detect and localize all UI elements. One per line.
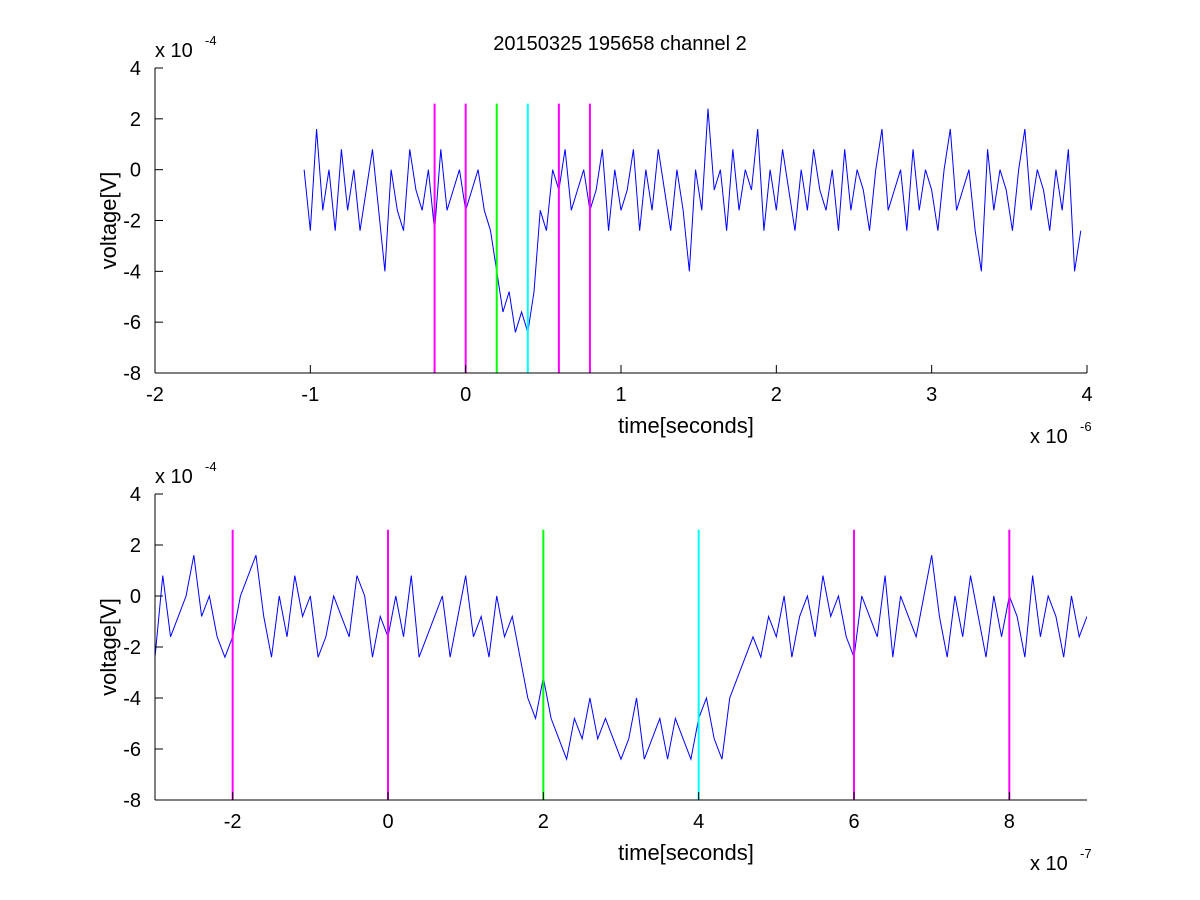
x-tick-label: 4 xyxy=(693,811,704,833)
x-tick-label: 0 xyxy=(460,384,471,406)
x-exponent-label: x 10 xyxy=(1030,853,1068,875)
y-tick-label: 2 xyxy=(130,109,141,131)
y-axis-label: voltage[V] xyxy=(96,598,121,696)
y-exponent: -4 xyxy=(205,459,217,474)
y-tick-label: -6 xyxy=(123,739,141,761)
bottom-plot: -2 0 2 4 6 8 -8 -6 -4 -2 0 2 4 time[seconds] voltage[V… xyxy=(96,459,1092,875)
plot-area xyxy=(155,494,1087,800)
series-line xyxy=(303,108,1082,333)
x-tick-label: 8 xyxy=(1004,811,1015,833)
y-tick-label: 0 xyxy=(130,160,141,182)
x-exponent-label: x 10 xyxy=(1030,426,1068,448)
x-axis-label: time[seconds] xyxy=(618,840,754,865)
y-exponent-label: x 10 xyxy=(155,40,193,62)
x-tick-label: 2 xyxy=(538,811,549,833)
x-tick-label: 3 xyxy=(926,384,937,406)
y-tick-label: -8 xyxy=(123,363,141,385)
y-exponent-label: x 10 xyxy=(155,466,193,488)
y-tick-label: 2 xyxy=(130,535,141,557)
x-tick-label: -2 xyxy=(146,384,164,406)
y-tick-label: -4 xyxy=(123,261,141,283)
top-plot: -2 -1 0 1 2 3 4 -8 -6 -4 -2 0 2 4 time[seconds] voltage… xyxy=(96,33,1093,448)
figure-title: 20150325 195658 channel 2 xyxy=(493,33,747,55)
x-exponent: -6 xyxy=(1080,419,1092,434)
y-tick-label: 4 xyxy=(130,484,141,506)
x-tick-label: -1 xyxy=(301,384,319,406)
y-tick-label: -6 xyxy=(123,312,141,334)
x-tick-label: -2 xyxy=(224,811,242,833)
y-tick-label: -4 xyxy=(123,688,141,710)
y-tick-label: 4 xyxy=(130,58,141,80)
y-tick-label: 0 xyxy=(130,586,141,608)
x-tick-label: 6 xyxy=(848,811,859,833)
series-line xyxy=(155,555,1087,762)
x-axis-label: time[seconds] xyxy=(618,413,754,438)
x-tick-label: 1 xyxy=(615,384,626,406)
x-tick-label: 0 xyxy=(382,811,393,833)
y-tick-label: -8 xyxy=(123,790,141,812)
plot-area xyxy=(155,68,1087,373)
x-tick-label: 2 xyxy=(771,384,782,406)
y-tick-label: -2 xyxy=(123,211,141,233)
x-tick-label: 4 xyxy=(1081,384,1092,406)
x-exponent: -7 xyxy=(1080,846,1092,861)
y-axis-label: voltage[V] xyxy=(96,172,121,270)
y-tick-label: -2 xyxy=(123,637,141,659)
y-exponent: -4 xyxy=(205,33,217,48)
